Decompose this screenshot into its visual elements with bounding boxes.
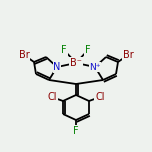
Text: F: F — [61, 45, 67, 55]
Text: N: N — [53, 62, 61, 72]
Text: Cl: Cl — [47, 92, 57, 102]
Text: Br: Br — [123, 50, 133, 60]
Text: N⁺: N⁺ — [89, 62, 101, 71]
Text: B⁻: B⁻ — [70, 58, 82, 68]
Text: Cl: Cl — [95, 92, 105, 102]
Text: F: F — [73, 126, 79, 136]
Text: Br: Br — [19, 50, 29, 60]
Text: F: F — [85, 45, 91, 55]
